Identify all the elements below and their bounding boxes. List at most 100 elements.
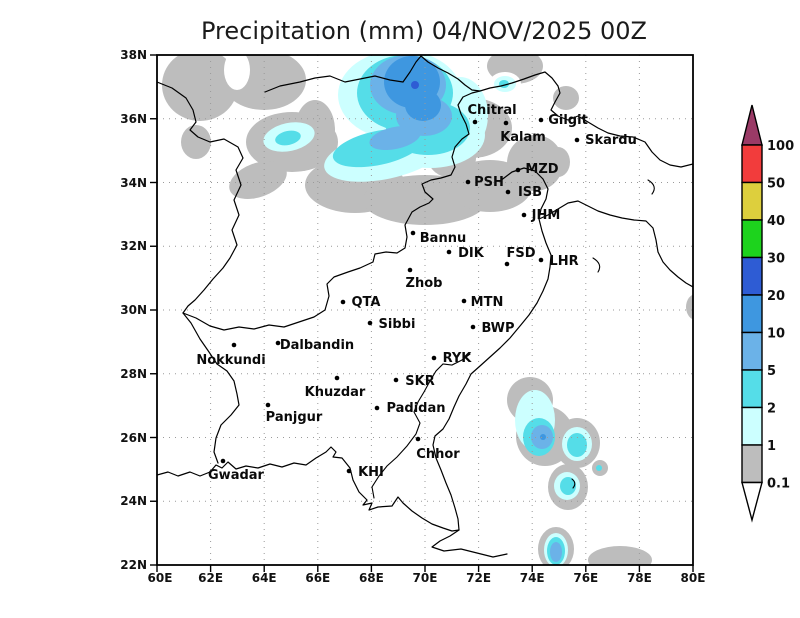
city-marker-skr: SKR bbox=[393, 374, 435, 389]
lon-label: 62E bbox=[198, 571, 223, 585]
lat-label: 38N bbox=[120, 48, 147, 62]
colorbar-seg-20-30 bbox=[741, 256, 763, 296]
city-marker-gilgit: Gilgit bbox=[538, 113, 588, 128]
city-label: DIK bbox=[458, 246, 485, 261]
border-india-pakistan bbox=[432, 167, 552, 531]
city-label: QTA bbox=[352, 295, 381, 310]
city-marker-gwadar: Gwadar bbox=[208, 458, 265, 483]
city-marker-zhob: Zhob bbox=[406, 267, 443, 291]
colorbar-seg-0p1-1 bbox=[741, 444, 763, 484]
river-squiggle-sindh bbox=[571, 478, 576, 489]
lat-label: 36N bbox=[120, 112, 147, 126]
city-label: Panjgur bbox=[266, 410, 323, 425]
city-label: Bannu bbox=[420, 231, 466, 246]
city-label: Zhob bbox=[406, 276, 443, 291]
city-marker-isb: ISB bbox=[505, 185, 542, 200]
city-label: Chitral bbox=[467, 103, 516, 118]
precip-level-10-20 bbox=[384, 56, 546, 440]
border-amu-panj bbox=[264, 55, 481, 93]
colorbar-seg-40-50 bbox=[741, 181, 763, 221]
city-marker-khi: KHI bbox=[346, 465, 384, 480]
lon-label: 68E bbox=[359, 571, 384, 585]
lat-label: 24N bbox=[120, 494, 147, 508]
city-label: Skardu bbox=[585, 133, 637, 148]
city-label: BWP bbox=[481, 321, 514, 336]
city-label: JHM bbox=[531, 208, 561, 223]
city-marker-nokkundi: Nokkundi bbox=[196, 342, 266, 368]
border-afghanistan-pakistan bbox=[182, 71, 559, 331]
city-label: Dalbandin bbox=[280, 338, 354, 353]
city-label: MZD bbox=[525, 162, 558, 177]
colorbar: 100 50 40 30 20 10 5 2 1 0.1 bbox=[741, 104, 794, 523]
city-marker-bwp: BWP bbox=[470, 321, 515, 336]
colorbar-label: 2 bbox=[767, 402, 776, 417]
axis-ticks bbox=[150, 54, 694, 572]
city-label: MTN bbox=[471, 295, 504, 310]
colorbar-label: 0.1 bbox=[767, 477, 790, 492]
colorbar-seg-50-100 bbox=[741, 144, 763, 184]
colorbar-tick-labels: 100 50 40 30 20 10 5 2 1 0.1 bbox=[767, 139, 794, 492]
colorbar-label: 5 bbox=[767, 364, 776, 379]
city-label: Gilgit bbox=[548, 113, 588, 128]
city-marker-ryk: RYK bbox=[431, 351, 473, 366]
city-label: Khuzdar bbox=[305, 385, 366, 400]
river-hook-near-lahore bbox=[592, 257, 601, 273]
lat-label: 30N bbox=[120, 303, 147, 317]
border-karakoram bbox=[550, 85, 693, 168]
colorbar-arrow-bottom bbox=[741, 481, 763, 523]
city-marker-bannu: Bannu bbox=[410, 230, 466, 246]
map-outlines bbox=[157, 55, 693, 558]
colorbar-seg-10-20 bbox=[741, 294, 763, 334]
city-label: PSH bbox=[474, 175, 504, 190]
city-marker-panjgur: Panjgur bbox=[266, 402, 323, 425]
lon-label: 78E bbox=[627, 571, 652, 585]
colorbar-seg-2-5 bbox=[741, 369, 763, 409]
city-marker-lhr: LHR bbox=[538, 254, 579, 269]
city-label: Sibbi bbox=[379, 317, 416, 332]
city-label: Nokkundi bbox=[196, 353, 265, 368]
lon-label: 72E bbox=[466, 571, 491, 585]
city-marker-fsd: FSD bbox=[504, 246, 536, 267]
lat-label: 26N bbox=[120, 431, 147, 445]
colorbar-label: 100 bbox=[767, 139, 794, 154]
city-label: Padidan bbox=[386, 401, 445, 416]
city-marker-skardu: Skardu bbox=[574, 133, 637, 148]
lon-label: 66E bbox=[305, 571, 330, 585]
city-label: SKR bbox=[405, 374, 434, 389]
colorbar-arrow-top bbox=[741, 104, 763, 146]
lon-label: 76E bbox=[573, 571, 598, 585]
city-marker-psh: PSH bbox=[465, 175, 504, 190]
lon-label: 60E bbox=[148, 571, 173, 585]
city-label: Kalam bbox=[500, 130, 546, 145]
city-label: RYK bbox=[443, 351, 473, 366]
city-label: KHI bbox=[358, 465, 384, 480]
border-northwest bbox=[157, 81, 244, 314]
colorbar-label: 30 bbox=[767, 252, 785, 267]
lon-axis-labels: 60E 62E 64E 66E 68E 70E 72E 74E 76E 78E … bbox=[148, 571, 706, 585]
colorbar-seg-1-2 bbox=[741, 406, 763, 446]
city-marker-dalbandin: Dalbandin bbox=[275, 338, 354, 353]
lat-label: 22N bbox=[120, 558, 147, 572]
indus-river bbox=[371, 353, 471, 499]
city-marker-sibbi: Sibbi bbox=[367, 317, 416, 332]
city-label: FSD bbox=[506, 246, 535, 261]
lon-label: 70E bbox=[413, 571, 438, 585]
city-marker-dik: DIK bbox=[446, 246, 485, 261]
map-title: Precipitation (mm) 04/NOV/2025 00Z bbox=[201, 17, 647, 45]
city-marker-chitral: Chitral bbox=[467, 103, 517, 125]
colorbar-label: 40 bbox=[767, 214, 785, 229]
lon-label: 64E bbox=[252, 571, 277, 585]
city-marker-mtn: MTN bbox=[461, 295, 504, 310]
city-marker-mzd: MZD bbox=[515, 162, 559, 177]
lat-label: 28N bbox=[120, 367, 147, 381]
lon-label: 74E bbox=[520, 571, 545, 585]
precip-level-20-30 bbox=[411, 81, 419, 89]
border-line-of-control bbox=[538, 200, 693, 288]
colorbar-label: 1 bbox=[767, 439, 776, 454]
city-label: ISB bbox=[518, 185, 542, 200]
city-markers: Chitral Kalam Gilgit Skardu MZD PSH ISB … bbox=[196, 103, 637, 483]
city-marker-padidan: Padidan bbox=[374, 401, 446, 416]
city-label: Chhor bbox=[416, 447, 460, 462]
